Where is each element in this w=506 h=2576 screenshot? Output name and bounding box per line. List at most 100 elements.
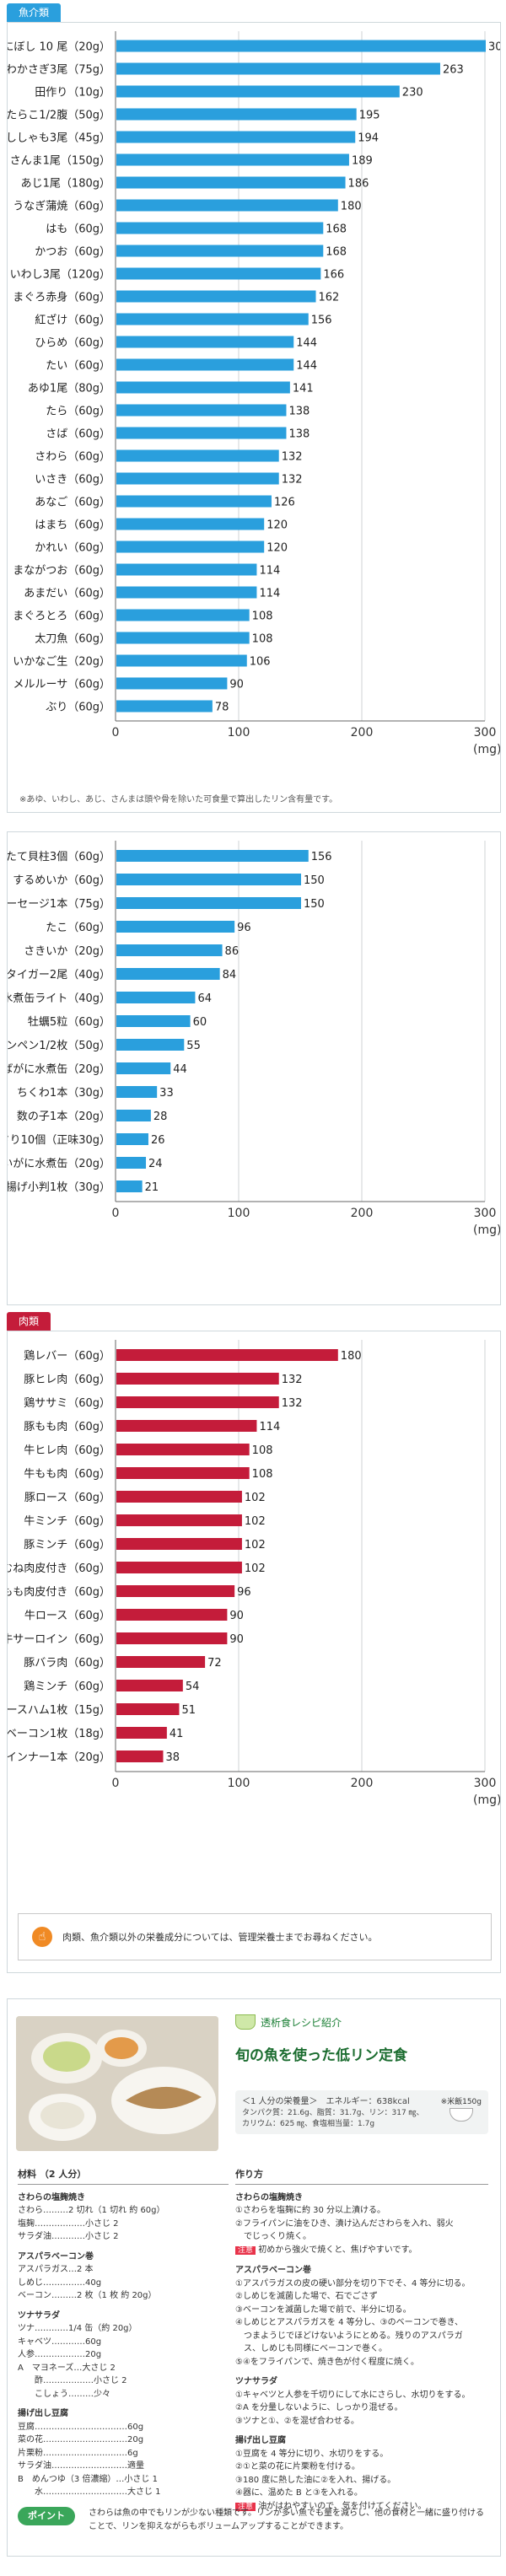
value-label: 33 xyxy=(159,1087,174,1100)
category-label: まながつお（60g） xyxy=(13,565,110,578)
line-item: サラダ油…………小さじ 2 xyxy=(18,2232,119,2241)
category-label: あじ1尾（180g） xyxy=(21,178,110,191)
nutrition-line-2: タンパク質：21.6g、脂質：31.7g、リン：317 ㎎、 xyxy=(242,2109,424,2117)
meal-photo xyxy=(16,2016,218,2151)
category-label: さんま1尾（150g） xyxy=(10,155,110,168)
bar xyxy=(116,336,294,348)
line-item: A マヨネーズ…大さじ 2 xyxy=(18,2363,116,2373)
x-tick-label: 200 xyxy=(351,1207,374,1220)
line-item: ①豆腐を 4 等分に切り、水切りをする。 xyxy=(235,2449,389,2459)
bar xyxy=(116,222,324,234)
value-label: 138 xyxy=(288,428,310,441)
x-tick-label: 100 xyxy=(228,726,250,739)
value-label: 90 xyxy=(229,679,244,691)
seafood-chart-panel: 0 100 200 300 (mg) ほたて貝柱3個（60g） 156 するめいか（60g） 1… xyxy=(7,831,501,1305)
bar xyxy=(116,1110,151,1121)
bar xyxy=(116,1680,183,1691)
category-label: あゆ1尾（80g） xyxy=(28,383,110,395)
value-label: 126 xyxy=(274,497,295,509)
bar xyxy=(116,609,250,621)
seafood-chart: 0 100 200 300 (mg) ほたて貝柱3個（60g） 156 するめいか（60g） 1… xyxy=(8,841,500,1237)
pot-icon xyxy=(235,2014,256,2030)
bar xyxy=(116,85,400,98)
category-label: たらこ1/2腹（50g） xyxy=(8,109,110,122)
category-label: ほたて貝柱3個（60g） xyxy=(8,851,110,863)
bar xyxy=(116,153,349,166)
bar xyxy=(116,518,265,530)
category-label: ぶり（60g） xyxy=(46,702,110,714)
bar xyxy=(116,1609,228,1621)
value-label: 156 xyxy=(311,851,332,863)
recipe-header: 透析食レシピ紹介 旬の魚を使った低リン定食 xyxy=(235,2014,488,2064)
value-label: 144 xyxy=(296,360,317,373)
meat-section-tab: 肉類 xyxy=(7,1312,51,1331)
line-item: ①アスパラガスの皮の硬い部分を切り下でそ、4 等分に切る。 xyxy=(235,2278,471,2288)
category-label: 豚もも肉（60g） xyxy=(24,1421,110,1433)
bar xyxy=(116,427,287,439)
category-label: 牛ミンチ（60g） xyxy=(24,1515,110,1528)
value-label: 38 xyxy=(165,1751,180,1764)
line-item: つまようじでほどけないようにとめる。残りのアスパラガ xyxy=(235,2331,463,2341)
category-label: 牛サーロイン（60g） xyxy=(8,1633,110,1646)
category-label: はまち（60g） xyxy=(35,519,110,532)
value-label: 166 xyxy=(323,269,344,282)
category-label: はも（60g） xyxy=(46,223,110,236)
category-label: さば（60g） xyxy=(46,428,110,441)
caution-badge: 注意 xyxy=(235,2502,256,2511)
fish-footnote: ※あゆ、いわし、あじ、さんまは頭や骨を除いた可食量で算出したリン含有量です。 xyxy=(19,795,338,804)
x-tick-label: 100 xyxy=(228,1207,250,1220)
category-label: うなぎ蒲焼（60g） xyxy=(13,201,110,213)
subheading: アスパラベーコン巻 xyxy=(235,2266,311,2275)
value-label: 51 xyxy=(181,1704,196,1717)
category-label: 豚ヒレ肉（60g） xyxy=(24,1374,110,1386)
bar xyxy=(116,1703,180,1715)
bar xyxy=(116,404,287,417)
recipe-label-text: 透析食レシピ紹介 xyxy=(261,2016,342,2029)
point-badge: ポイント xyxy=(18,2507,75,2525)
bar xyxy=(116,1585,235,1597)
subheading: ツナサラダ xyxy=(18,2310,60,2321)
line-item: ス、しめじも同様にベーコンで巻く。 xyxy=(235,2344,387,2353)
bar xyxy=(116,944,223,956)
meal-photo-illustration xyxy=(16,2016,218,2151)
x-tick-label: 0 xyxy=(112,726,120,739)
line-item: ④器に、温めた B と③を入れる。 xyxy=(235,2488,363,2498)
subheading: 揚げ出し豆腐 xyxy=(235,2436,286,2445)
line-item: 人参………………20g xyxy=(18,2350,102,2359)
meat-chart-panel: 0 100 200 300 (mg) 鶏レバー（60g） 180 豚ヒレ肉（60g） 132 鶏サ… xyxy=(7,1331,501,1973)
value-label: 102 xyxy=(245,1562,266,1575)
category-label: たい（60g） xyxy=(46,360,110,373)
rice-note: ※米飯150g xyxy=(441,2095,482,2124)
line-item: 塩麹………………小さじ 2 xyxy=(18,2218,119,2229)
recipe-panel: 透析食レシピ紹介 旬の魚を使った低リン定食 ＜1 人分の栄養量＞ エネルギー：6… xyxy=(7,1998,501,2557)
value-label: 132 xyxy=(282,1397,303,1410)
bar xyxy=(116,1538,242,1550)
bar xyxy=(116,1157,147,1169)
line-item: ①キャベツと人参を千切りにして水にさらし、水切りをする。 xyxy=(235,2390,471,2400)
bar xyxy=(116,540,265,553)
value-label: 108 xyxy=(252,1444,273,1457)
caution-line: 注意 油がはねやすいので、気を付けてください。 xyxy=(235,2500,488,2514)
category-label: わかさぎ3尾（75g） xyxy=(8,64,110,77)
steps-column: 作り方 さわらの塩麹焼き ①さわらを塩麹に約 30 分以上漬ける。 ②フライパンに油を… xyxy=(235,2168,488,2514)
bar xyxy=(116,700,213,713)
bar xyxy=(116,40,486,52)
bar xyxy=(116,495,272,508)
x-tick-label: 200 xyxy=(351,1777,374,1790)
value-label: 102 xyxy=(245,1539,266,1552)
bar xyxy=(116,586,257,599)
subheading: ツナサラダ xyxy=(235,2377,277,2386)
rice-bowl-icon xyxy=(449,2108,473,2122)
category-label: たらばがに水煮缶（20g） xyxy=(8,1063,110,1076)
value-label: 114 xyxy=(259,1421,280,1433)
line-item: こしょう………少々 xyxy=(18,2389,110,2399)
x-tick-label: 100 xyxy=(228,1777,250,1790)
value-label: 162 xyxy=(319,292,340,304)
x-tick-label: 300 xyxy=(474,1777,497,1790)
line-item: ②A を分量しないように、しっかり混ぜる。 xyxy=(235,2403,403,2412)
value-label: 78 xyxy=(215,702,229,714)
line-item: でじっくり焼く。 xyxy=(235,2232,311,2241)
bar xyxy=(116,108,357,121)
bar xyxy=(116,1015,191,1027)
materials-column: 材料 （2 人分） さわらの塩麹焼き さわら………2 切れ（1 切れ 約 60g） 塩… xyxy=(18,2168,229,2499)
